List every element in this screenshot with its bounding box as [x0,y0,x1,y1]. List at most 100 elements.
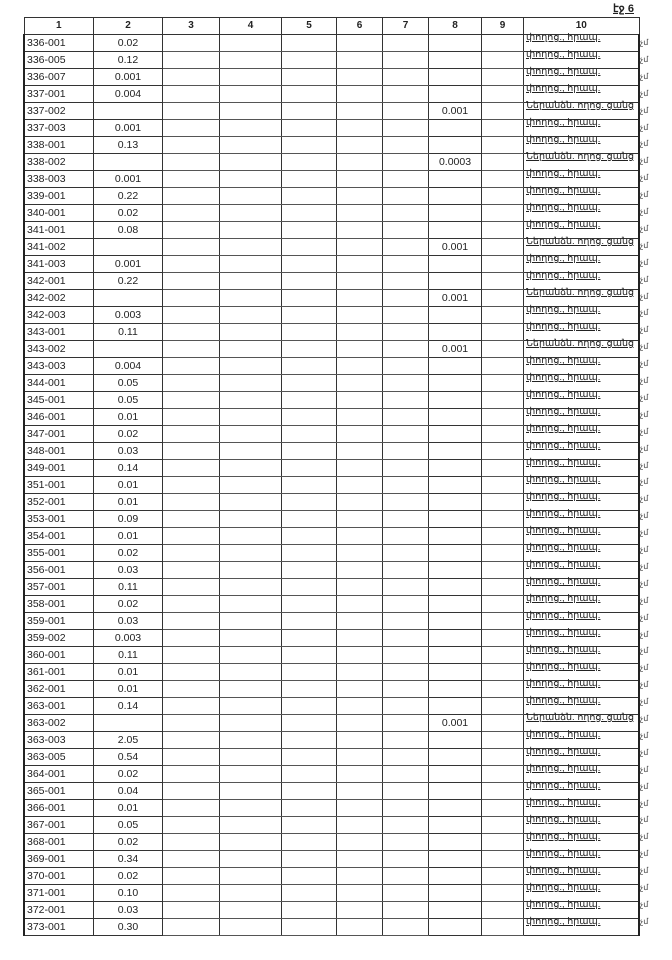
cell-col-9 [481,697,524,715]
cell-id: 340-001 [23,204,94,222]
cell-col-7 [382,391,429,409]
table-row: 363-001 0.14 փողոց., հրապ. [23,692,640,715]
table-row: 337-001 0.004 փողոց., հրապ. [23,80,640,103]
cell-col-4 [219,629,282,647]
cell-col-7 [382,867,429,885]
cell-col-7 [382,408,429,426]
cell-col-8: 0.001 [428,238,482,256]
cell-col-3 [162,901,220,919]
margin-mark: չմ [640,781,649,791]
cell-col-8 [428,578,482,596]
table-row: 355-001 0.02 փողոց., հրապ. [23,539,640,562]
cell-col-10: փողոց., հրապ. [523,862,640,880]
cell-col-5 [281,102,337,120]
cell-col-10: փողոց., հրապ. [523,777,640,795]
cell-col-10: փողոց., հրապ. [523,267,640,285]
cell-col-7 [382,153,429,171]
cell-col-8 [428,306,482,324]
cell-col-2: 0.03 [93,561,163,579]
cell-col-9 [481,867,524,885]
cell-id: 360-001 [23,646,94,664]
cell-col-7 [382,102,429,120]
cell-col-8: 0.001 [428,714,482,732]
cell-col-5 [281,867,337,885]
cell-id: 357-001 [23,578,94,596]
cell-col-4 [219,646,282,664]
cell-col-5 [281,833,337,851]
cell-col-7 [382,85,429,103]
table-row: 359-002 0.003 փողոց., հրապ. [23,624,640,647]
cell-col-9 [481,136,524,154]
cell-col-8 [428,544,482,562]
cell-col-7 [382,510,429,528]
cell-col-3 [162,714,220,732]
cell-col-7 [382,714,429,732]
cell-col-9 [481,612,524,630]
cell-col-6 [336,612,383,630]
table-row: 342-001 0.22 փողոց., հրապ. [23,267,640,290]
cell-col-9 [481,850,524,868]
cell-col-7 [382,663,429,681]
cell-col-7 [382,187,429,205]
cell-col-9 [481,884,524,902]
table-row: 358-001 0.02 փողոց., հրապ. [23,590,640,613]
cell-col-8 [428,476,482,494]
cell-id: 342-002 [23,289,94,307]
cell-col-4 [219,51,282,69]
cell-col-5 [281,187,337,205]
cell-id: 354-001 [23,527,94,545]
cell-col-9 [481,510,524,528]
cell-col-5 [281,459,337,477]
cell-col-8 [428,748,482,766]
cell-col-5 [281,153,337,171]
margin-mark: չմ [640,714,649,723]
cell-col-7 [382,561,429,579]
cell-col-10: փողոց., հրապ. [523,794,640,812]
cell-col-6 [336,833,383,851]
cell-col-2: 0.001 [93,119,163,137]
table-row: 337-003 0.001 փողոց., հրապ. [23,114,640,137]
cell-col-5 [281,663,337,681]
cell-col-10: փողոց., հրապ. [523,760,640,778]
cell-col-3 [162,663,220,681]
cell-col-7 [382,595,429,613]
cell-id: 338-003 [23,170,94,188]
cell-col-9 [481,306,524,324]
cell-col-9 [481,255,524,273]
cell-col-10: փողոց., հրապ. [523,471,640,489]
cell-col-3 [162,527,220,545]
header-col-7: 7 [382,17,429,35]
cell-id: 336-005 [23,51,94,69]
cell-id: 353-001 [23,510,94,528]
table-row: 349-001 0.14 փողոց., հրապ. [23,454,640,477]
cell-col-6 [336,136,383,154]
cell-col-2: 0.02 [93,833,163,851]
cell-col-2: 0.12 [93,51,163,69]
cell-col-2: 0.003 [93,629,163,647]
cell-id: 341-001 [23,221,94,239]
cell-col-5 [281,510,337,528]
cell-col-4 [219,323,282,341]
cell-col-4 [219,221,282,239]
cell-col-7 [382,493,429,511]
cell-col-5 [281,476,337,494]
cell-col-6 [336,442,383,460]
cell-col-7 [382,221,429,239]
cell-col-2: 0.01 [93,493,163,511]
cell-col-10: փողոց., հրապ. [523,522,640,540]
cell-col-4 [219,544,282,562]
cell-col-8 [428,850,482,868]
cell-col-7 [382,136,429,154]
cell-col-3 [162,238,220,256]
cell-col-8 [428,782,482,800]
cell-col-7 [382,544,429,562]
cell-col-9 [481,629,524,647]
cell-col-4 [219,850,282,868]
cell-col-8: 0.0003 [428,153,482,171]
cell-col-3 [162,391,220,409]
cell-col-10: փողոց., հրապ. [523,879,640,897]
cell-id: 336-007 [23,68,94,86]
cell-col-3 [162,697,220,715]
cell-col-6 [336,170,383,188]
cell-col-8 [428,374,482,392]
